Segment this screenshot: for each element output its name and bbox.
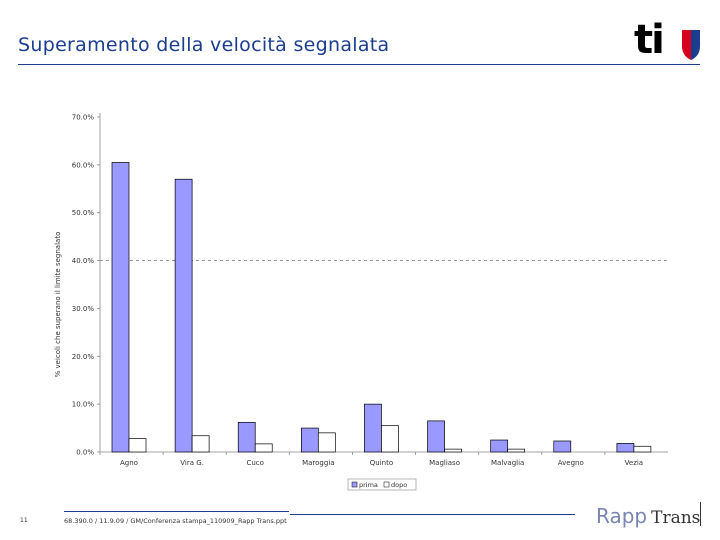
x-tick-label: Magliaso — [429, 459, 460, 467]
ticino-logo: ti — [634, 17, 704, 63]
title-rule — [18, 64, 700, 65]
bar-dopo — [381, 425, 399, 453]
bar-prima — [427, 420, 445, 453]
bar-dopo — [254, 443, 273, 453]
x-tick-label: Agno — [120, 459, 138, 467]
bar-dopo — [317, 432, 336, 453]
y-tick-label: 30.0% — [72, 305, 95, 313]
bar-prima — [364, 403, 382, 453]
legend-label: dopo — [391, 481, 407, 489]
rapp-trans-logo: Rapp Trans — [596, 504, 700, 528]
bar-prima — [174, 178, 193, 453]
bar-prima — [553, 440, 572, 453]
footer-reference: 68.390.0 / 11.9.09 / GM/Conferenza stamp… — [64, 517, 287, 525]
x-tick-label: Maroggia — [302, 459, 334, 467]
bar-dopo — [191, 435, 210, 453]
slide-title: Superamento della velocità segnalata — [18, 34, 390, 56]
x-tick-label: Vezia — [625, 459, 643, 467]
x-tick-label: Quinto — [370, 459, 393, 467]
y-tick-label: 20.0% — [72, 353, 95, 361]
x-tick-label: Avegno — [558, 459, 584, 467]
x-tick-label: Cuco — [246, 459, 263, 467]
x-tick-label: Vira G. — [180, 459, 204, 467]
legend-swatch — [383, 481, 390, 488]
y-tick-label: 10.0% — [72, 401, 95, 409]
y-tick-label: 60.0% — [72, 161, 95, 169]
bar-dopo — [128, 438, 147, 453]
bar-prima — [111, 162, 130, 453]
brand-primary: Rapp — [596, 504, 648, 528]
y-tick-label: 50.0% — [72, 209, 95, 217]
y-tick-label: 40.0% — [72, 257, 95, 265]
brand-divider — [700, 502, 701, 526]
shield-icon — [682, 30, 700, 60]
y-tick-label: 70.0% — [72, 114, 95, 122]
x-tick-label: Malvaglia — [491, 459, 524, 467]
y-axis-label: % veicoli che superano il limite segnala… — [54, 232, 62, 378]
bar-prima — [490, 439, 509, 453]
bar-prima — [616, 443, 635, 453]
legend-box — [347, 478, 417, 491]
bar-prima — [300, 427, 319, 453]
logo-text: ti — [634, 17, 665, 63]
footer-rule — [290, 514, 575, 515]
bar-dopo — [444, 448, 462, 453]
y-tick-label: 0.0% — [76, 449, 94, 457]
brand-secondary: Trans — [651, 508, 701, 528]
footer-rule-left — [64, 511, 289, 512]
legend-swatch — [351, 481, 358, 488]
bar-dopo — [633, 445, 652, 453]
bar-prima — [237, 421, 256, 453]
legend-label: prima — [359, 481, 378, 489]
page-number: 11 — [20, 517, 28, 524]
bar-dopo — [507, 448, 526, 453]
